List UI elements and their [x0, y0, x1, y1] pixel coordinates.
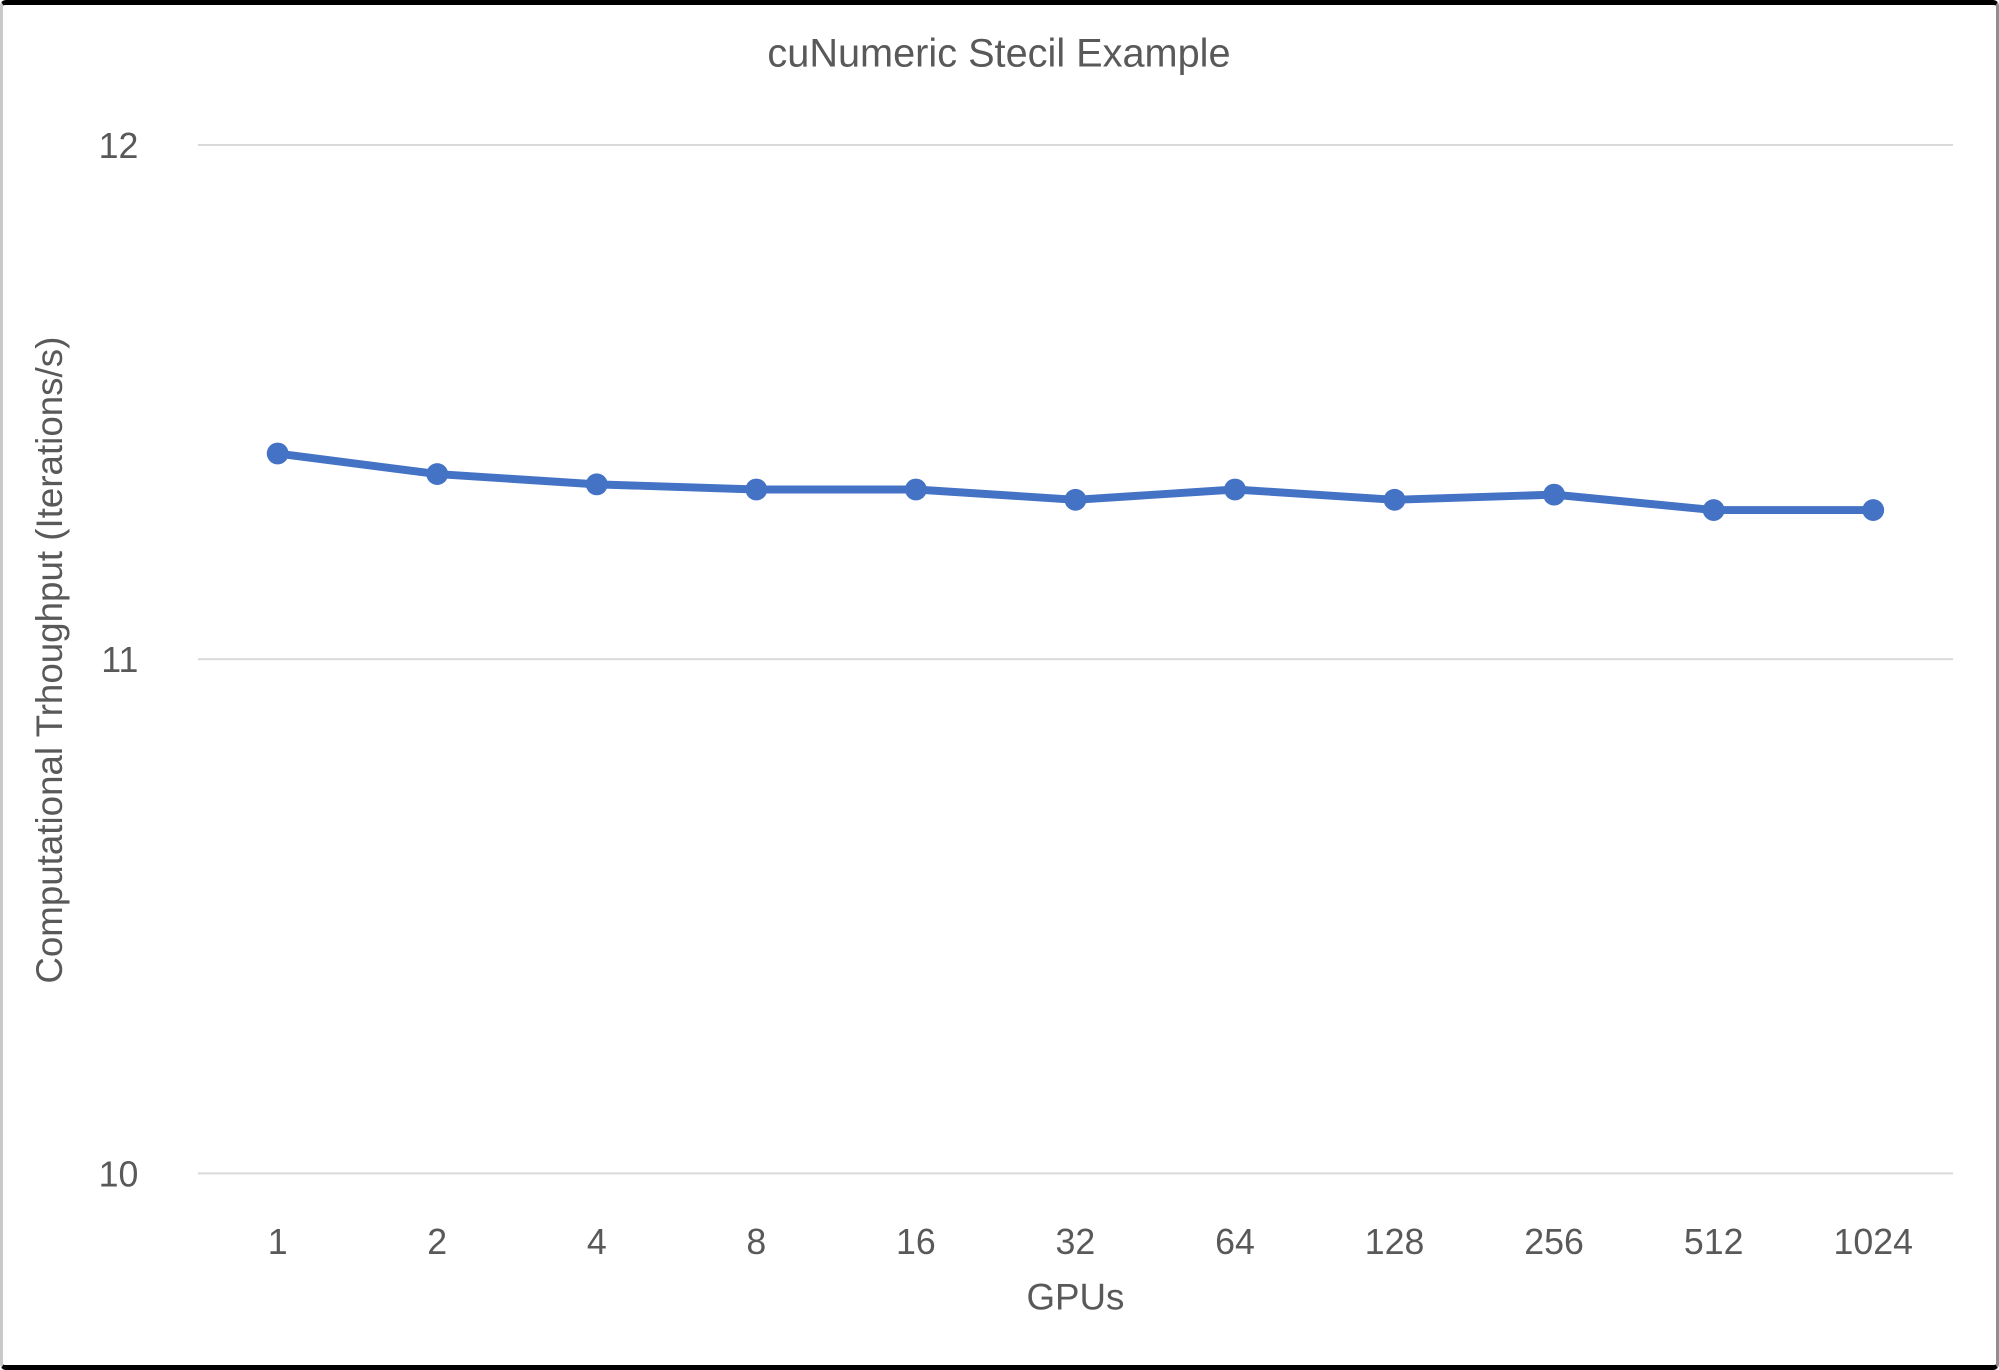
x-tick-label: 512 — [1684, 1222, 1744, 1262]
data-point-marker — [1224, 478, 1246, 501]
data-point-marker — [426, 463, 449, 485]
y-tick-label: 11 — [101, 640, 138, 680]
gridlines — [197, 143, 1953, 1175]
x-tick-label: 128 — [1365, 1222, 1425, 1262]
x-axis-title: GPUs — [1026, 1276, 1124, 1317]
x-tick-label: 1 — [268, 1222, 288, 1262]
data-point-marker — [904, 478, 927, 501]
y-tick-label: 10 — [99, 1154, 139, 1194]
x-tick-label: 64 — [1215, 1222, 1255, 1262]
x-tick-label: 16 — [896, 1222, 936, 1262]
x-tick-label: 32 — [1056, 1222, 1096, 1262]
x-tick-label: 256 — [1524, 1222, 1584, 1262]
chart-title: cuNumeric Stecil Example — [767, 32, 1230, 76]
x-tick-label: 2 — [427, 1222, 447, 1262]
y-axis-tick-labels: 10 11 12 — [99, 126, 139, 1194]
data-point-marker — [1543, 483, 1566, 506]
y-axis-title: Computational Trhoughput (Iterations/s) — [29, 337, 70, 984]
data-series — [266, 442, 1885, 521]
x-axis-tick-labels: 1 2 4 8 16 32 64 128 256 512 1024 — [268, 1222, 1913, 1262]
data-point-marker — [1702, 499, 1725, 521]
x-tick-label: 1024 — [1833, 1222, 1912, 1262]
data-point-marker — [1383, 488, 1406, 511]
x-tick-label: 8 — [746, 1222, 766, 1262]
y-tick-label: 12 — [99, 126, 139, 166]
data-point-marker — [266, 442, 289, 465]
x-tick-label: 4 — [587, 1222, 607, 1262]
data-point-marker — [745, 478, 768, 501]
data-point-marker — [1064, 488, 1087, 511]
data-point-marker — [1862, 499, 1885, 521]
data-point-marker — [585, 473, 608, 496]
